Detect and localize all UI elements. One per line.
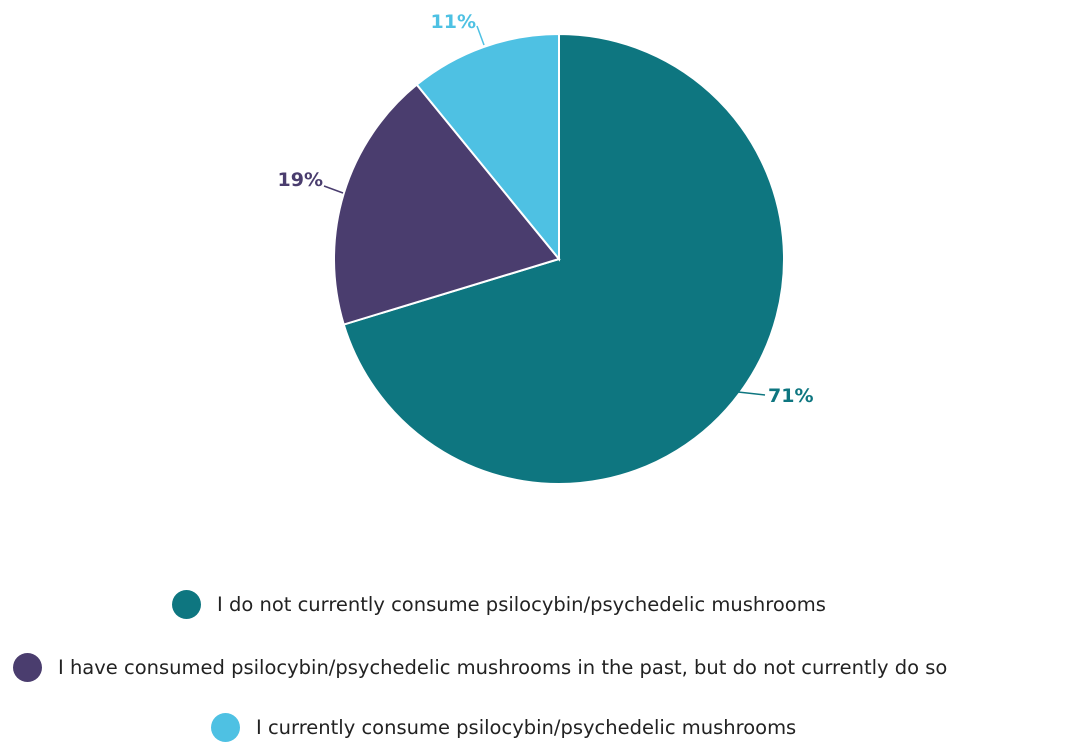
legend-swatch-not-current: [172, 589, 201, 619]
legend-label-current: I currently consume psilocybin/psychedel…: [256, 715, 797, 739]
legend-swatch-current: [211, 712, 240, 742]
data-label-not-current: 71%: [768, 385, 813, 407]
legend-item-past: I have consumed psilocybin/psychedelic m…: [13, 652, 947, 682]
pie-chart: 71% 19% 11%: [278, 11, 813, 485]
legend-item-not-current: I do not currently consume psilocybin/ps…: [172, 589, 826, 619]
legend-item-current: I currently consume psilocybin/psychedel…: [211, 712, 796, 742]
legend-label-past: I have consumed psilocybin/psychedelic m…: [58, 655, 948, 679]
legend-label-not-current: I do not currently consume psilocybin/ps…: [217, 592, 826, 616]
leader-line-past: [323, 185, 344, 194]
data-label-past: 19%: [278, 169, 323, 191]
leader-line-current: [476, 25, 485, 46]
data-label-current: 11%: [431, 11, 476, 33]
legend-swatch-past: [13, 652, 42, 682]
pie-slice-past: [333, 83, 561, 326]
leader-line-not-current: [737, 391, 766, 396]
pie-slice-current: [415, 32, 560, 262]
